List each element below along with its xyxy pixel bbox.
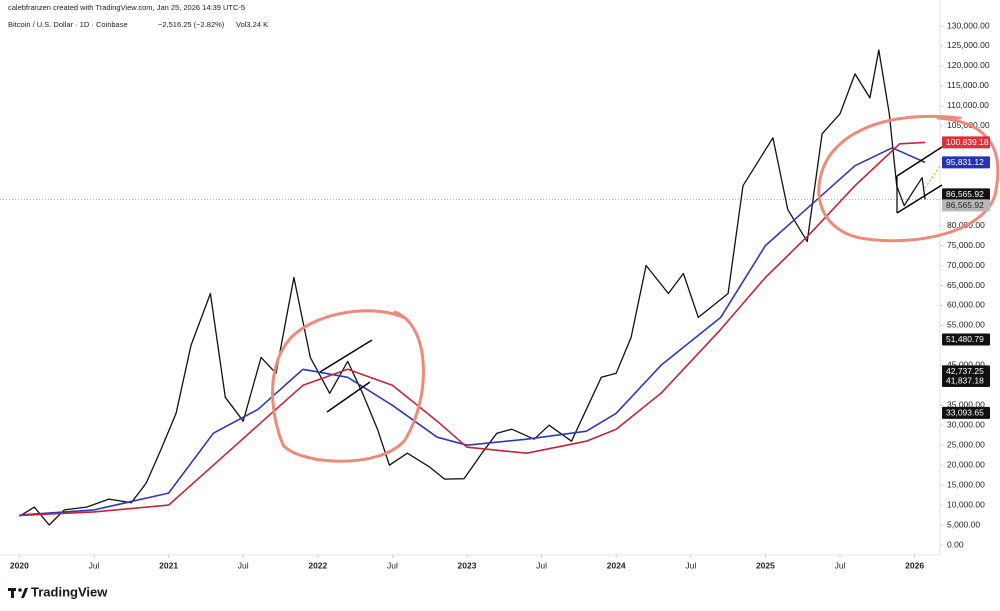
x-tick-label: 2024 — [607, 560, 626, 570]
x-tick-label: Jul — [685, 560, 696, 570]
volume: Vol3.24 K — [236, 20, 268, 29]
x-tick-label: 2021 — [159, 560, 178, 570]
y-tick-label: 130,000.00 — [947, 20, 990, 30]
y-tick-label: 10,000.00 — [947, 499, 985, 509]
channel-line — [896, 146, 943, 177]
annotations — [271, 114, 1000, 463]
price-tag — [942, 406, 990, 419]
price-tag — [942, 156, 990, 169]
x-tick-label: Jul — [387, 560, 398, 570]
price-line — [19, 141, 926, 517]
chart-title: Bitcoin / U.S. Dollar · 1D · Coinbase — [8, 20, 128, 29]
brand-logo — [8, 588, 28, 598]
y-tick-label: 55,000.00 — [947, 320, 985, 330]
highlight-circle — [271, 309, 425, 463]
logo-part — [18, 588, 22, 592]
y-tick-label: 65,000.00 — [947, 280, 985, 290]
y-tick-label: 120,000.00 — [947, 60, 990, 70]
price-tag — [942, 188, 990, 201]
logo-part — [11, 588, 14, 598]
x-tick-label: Jul — [238, 560, 249, 570]
price-tag — [942, 333, 990, 346]
y-tick-label: 75,000.00 — [947, 240, 985, 250]
y-tick-label: 45,000.00 — [947, 360, 985, 370]
price-tag — [942, 136, 990, 149]
y-tick-label: 70,000.00 — [947, 260, 985, 270]
y-tick-label: 110,000.00 — [947, 100, 989, 110]
y-tick-label: 125,000.00 — [947, 40, 990, 50]
price-line — [19, 147, 926, 516]
price-tag-label: 42,737.25 — [946, 366, 984, 376]
channel-line — [319, 339, 373, 373]
y-tick-label: 20,000.00 — [947, 459, 985, 469]
x-tick-label: Jul — [89, 560, 100, 570]
y-tick-label: 25,000.00 — [947, 439, 985, 449]
x-tick-label: 2026 — [905, 560, 924, 570]
channel-line — [326, 381, 371, 413]
y-tick-label: 0.00 — [947, 539, 964, 549]
price-tag-label: 86,565.92 — [946, 200, 984, 210]
price-tag — [942, 365, 990, 378]
x-tick-label: Jul — [536, 560, 547, 570]
change: −2,516.25 (−2.82%) — [158, 20, 225, 29]
x-tick-label: 2022 — [308, 560, 327, 570]
x-tick-label: Jul — [835, 560, 846, 570]
brand: TradingView — [31, 584, 108, 599]
y-tick-label: 5,000.00 — [947, 519, 980, 529]
highlight-circle — [817, 114, 1000, 243]
price-tag-label: 33,093.65 — [946, 408, 984, 418]
channel-line — [896, 184, 943, 214]
logo-part — [21, 588, 28, 598]
projection — [924, 165, 941, 189]
y-tick-label: 15,000.00 — [947, 479, 985, 489]
price-tag — [942, 374, 990, 387]
price-tag-label: 41,837.18 — [946, 376, 984, 386]
price-tag-label: 100,839.18 — [946, 137, 989, 147]
x-tick-label: 2025 — [756, 560, 775, 570]
y-tick-label: 30,000.00 — [947, 419, 985, 429]
x-tick-label: 2020 — [10, 560, 29, 570]
price-tag-label: 51,480.79 — [946, 334, 984, 344]
price-tag — [942, 199, 990, 212]
y-tick-label: 35,000.00 — [947, 400, 985, 410]
y-tick-label: 115,000.00 — [947, 80, 989, 90]
credit: calebfranzen created with TradingView.co… — [8, 3, 245, 12]
price-tag-label: 86,565.92 — [946, 189, 984, 199]
price-tag-label: 95,831.12 — [946, 157, 984, 167]
price-line — [19, 49, 926, 526]
y-tick-label: 60,000.00 — [947, 300, 985, 310]
x-tick-label: 2023 — [458, 560, 477, 570]
